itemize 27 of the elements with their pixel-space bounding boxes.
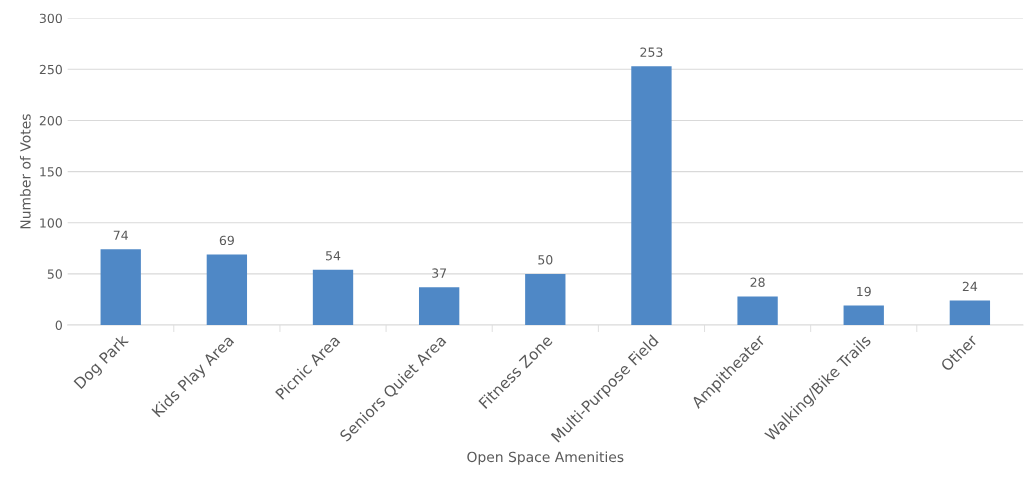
bar — [100, 249, 141, 326]
x-axis-title: Open Space Amenities — [467, 451, 624, 465]
y-tick-label: 0 — [55, 320, 62, 330]
y-tick-label: 250 — [39, 64, 62, 75]
bar — [737, 296, 778, 326]
data-label: 37 — [432, 268, 447, 278]
y-tick-label: 50 — [47, 269, 62, 279]
bar — [631, 66, 672, 326]
data-label: 74 — [113, 230, 128, 240]
data-label: 19 — [857, 286, 871, 297]
data-label: 253 — [640, 47, 663, 57]
bar — [525, 273, 566, 326]
y-tick-label: 150 — [40, 167, 62, 177]
bar — [206, 254, 248, 326]
data-label: 50 — [538, 255, 553, 265]
data-label: 28 — [750, 277, 765, 288]
data-label: 24 — [962, 281, 978, 291]
data-label: 54 — [326, 251, 341, 261]
y-tick-label: 100 — [40, 218, 62, 228]
bar — [949, 300, 991, 326]
data-label: 69 — [219, 235, 234, 246]
y-tick-label: 300 — [39, 13, 62, 24]
bar — [312, 269, 354, 326]
y-axis-title: Number of Votes — [19, 114, 31, 229]
bar — [418, 287, 460, 326]
y-tick-label: 200 — [39, 115, 62, 126]
bar — [843, 305, 884, 326]
